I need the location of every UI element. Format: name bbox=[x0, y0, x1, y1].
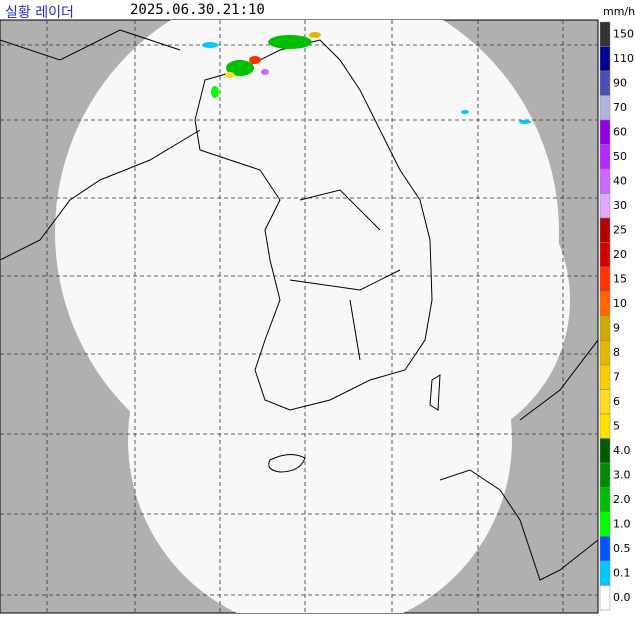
legend-label: 20 bbox=[613, 248, 627, 261]
legend-label: 150 bbox=[613, 27, 634, 40]
page-title: 실황 레이더 bbox=[5, 5, 74, 21]
legend-swatch bbox=[599, 46, 611, 72]
legend-swatch bbox=[599, 487, 611, 513]
legend-label: 5 bbox=[613, 419, 620, 432]
coverage bbox=[0, 20, 598, 613]
legend-swatch bbox=[599, 266, 611, 292]
legend-swatch bbox=[599, 95, 611, 121]
legend-swatch bbox=[599, 560, 611, 586]
legend-label: 7 bbox=[613, 370, 620, 383]
legend-label: 2.0 bbox=[613, 493, 631, 506]
legend-swatch bbox=[599, 217, 611, 243]
legend-label: 90 bbox=[613, 76, 627, 89]
legend-label: 0.5 bbox=[613, 542, 631, 555]
legend-swatch bbox=[599, 438, 611, 464]
legend-label: 25 bbox=[613, 223, 627, 236]
grid bbox=[0, 20, 598, 613]
legend-swatch bbox=[599, 364, 611, 390]
legend-swatch bbox=[599, 193, 611, 219]
legend-label: 15 bbox=[613, 272, 627, 285]
legend-label: 0.0 bbox=[613, 591, 631, 604]
legend-swatch bbox=[599, 70, 611, 96]
legend-label: 50 bbox=[613, 150, 627, 163]
legend-swatch bbox=[599, 462, 611, 488]
legend-label: 3.0 bbox=[613, 468, 631, 481]
legend-swatch bbox=[599, 168, 611, 194]
legend-swatch bbox=[599, 242, 611, 268]
legend-label: 70 bbox=[613, 101, 627, 114]
legend: 150 110 90 70 60 50 40 30 25 20 15 10 9 8 7 6 5 4.0 3.0 2.0… bbox=[599, 21, 634, 611]
legend-swatch bbox=[599, 585, 611, 611]
legend-swatch bbox=[599, 413, 611, 439]
legend-label: 0.1 bbox=[613, 566, 631, 579]
legend-label: 30 bbox=[613, 199, 627, 212]
legend-label: 9 bbox=[613, 321, 620, 334]
legend-swatch bbox=[599, 536, 611, 562]
legend-label: 4.0 bbox=[613, 444, 631, 457]
legend-swatch bbox=[599, 21, 611, 47]
legend-swatch bbox=[599, 511, 611, 537]
legend-swatch bbox=[599, 119, 611, 145]
legend-swatch bbox=[599, 389, 611, 415]
legend-label: 110 bbox=[613, 52, 634, 65]
legend-label: 8 bbox=[613, 346, 620, 359]
legend-label: 60 bbox=[613, 125, 627, 138]
legend-swatch bbox=[599, 144, 611, 170]
legend-label: 1.0 bbox=[613, 517, 631, 530]
unit-label: mm/h bbox=[603, 5, 635, 18]
legend-swatch bbox=[599, 315, 611, 341]
precipitation bbox=[202, 32, 531, 124]
legend-label: 40 bbox=[613, 174, 627, 187]
legend-swatch bbox=[599, 291, 611, 317]
coastline bbox=[0, 29, 598, 581]
legend-label: 6 bbox=[613, 395, 620, 408]
legend-swatch bbox=[599, 340, 611, 366]
legend-label: 10 bbox=[613, 297, 627, 310]
timestamp: 2025.06.30.21:10 bbox=[130, 2, 265, 18]
